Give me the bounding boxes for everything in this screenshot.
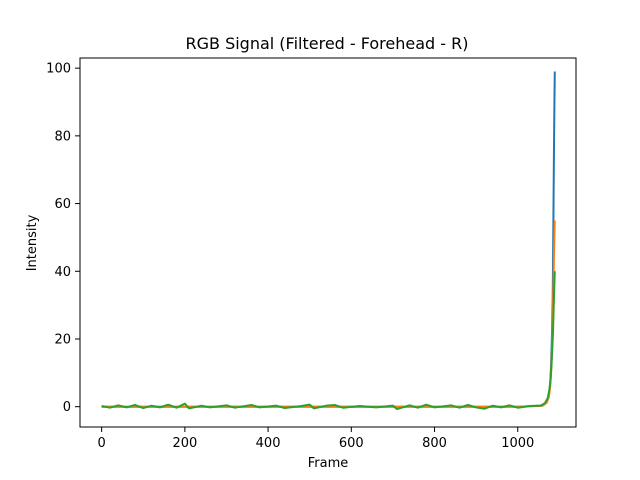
y-tick-label: 80 (54, 129, 71, 144)
plot-frame (79, 57, 577, 428)
x-tick-label: 800 (422, 436, 447, 451)
chart-title: RGB Signal (Filtered - Forehead - R) (185, 34, 468, 53)
x-tick-label: 400 (256, 436, 281, 451)
series-line-1 (101, 220, 556, 408)
x-tick-label: 0 (97, 436, 105, 451)
y-axis-label: Intensity (25, 214, 40, 271)
y-tick-label: 40 (54, 265, 71, 280)
y-tick-label: 20 (54, 332, 71, 347)
series-line-2 (101, 271, 556, 411)
y-tick-label: 0 (63, 400, 71, 415)
x-tick-label: 1000 (501, 436, 534, 451)
y-tick-label: 60 (54, 197, 71, 212)
x-tick-label: 200 (172, 436, 197, 451)
x-axis-label: Frame (308, 456, 349, 471)
series-line-0 (101, 71, 556, 408)
y-tick-label: 100 (46, 62, 71, 77)
x-tick-label: 600 (339, 436, 364, 451)
